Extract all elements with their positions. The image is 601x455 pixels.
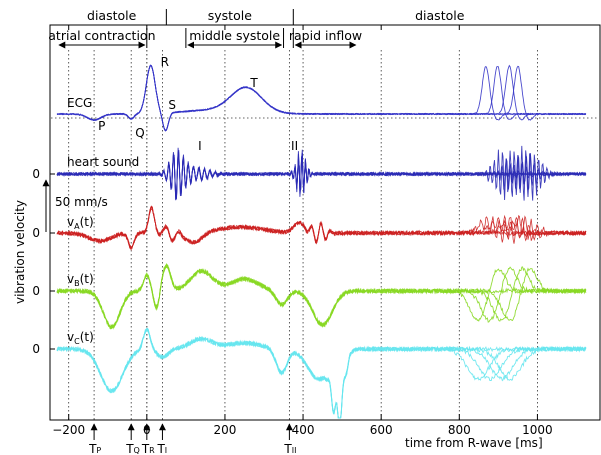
x-tick-label: 200 (213, 423, 236, 437)
trace-line (56, 327, 587, 419)
time-marker-label: TQ (125, 442, 140, 455)
series-label-vb: vB(t) (67, 272, 94, 288)
trace-heart sound (56, 145, 587, 201)
phase-sub-label: atrial contraction (48, 28, 155, 43)
zero-label: 0 (32, 167, 40, 181)
x-tick-label: −200 (52, 423, 85, 437)
sound-annotation-II: II (291, 139, 298, 153)
trace-line (56, 327, 587, 419)
phase-sub-label: rapid inflow (289, 28, 362, 43)
x-axis: −20002004006008001000TPTQTRTITII (52, 25, 553, 455)
x-tick-label: 800 (448, 423, 471, 437)
time-marker-label: TII (283, 442, 296, 455)
x-axis-label: time from R-wave [ms] (405, 436, 543, 450)
phase-top-label: systole (208, 8, 252, 23)
signal-traces (56, 64, 587, 419)
zero-label: 0 (32, 342, 40, 356)
phase-sub-arrow: rapid inflow (289, 28, 362, 49)
phase-sub-label: middle systole (189, 28, 280, 43)
series-label-ecg: ECG (67, 96, 92, 110)
trace-line (56, 264, 587, 330)
x-tick-label: 1000 (522, 423, 553, 437)
zero-label: 0 (32, 284, 40, 298)
trace-line (56, 329, 587, 419)
trace-line (56, 262, 587, 330)
phase-annotations: diastole systole diastole atrial contractio… (48, 8, 599, 49)
plot-frame (49, 24, 601, 421)
ecg-annotation-Q: Q (135, 126, 144, 140)
ecg-annotation-S: S (168, 98, 176, 112)
trace-line (56, 264, 587, 329)
x-tick-label: 400 (292, 423, 315, 437)
ecg-annotation-T: T (249, 76, 258, 90)
series-label-vc: vC(t) (67, 330, 94, 346)
y-axis-label: vibration velocity (13, 200, 27, 304)
time-marker-label: TP (88, 442, 101, 455)
trace-line (56, 265, 587, 330)
time-marker-label: TI (156, 442, 167, 455)
trace-line (56, 206, 587, 251)
trace-line (56, 329, 586, 419)
ecg-annotation-P: P (98, 119, 105, 133)
sound-annotation-I: I (198, 139, 202, 153)
trace-ECG (56, 64, 587, 132)
time-marker-label: TR (141, 442, 155, 455)
phase-sub-arrow: middle systole (187, 28, 283, 49)
trace-line (56, 64, 586, 131)
phase-top-label: diastole (415, 8, 465, 23)
phase-top-label: diastole (87, 8, 137, 23)
trace-line (56, 64, 587, 131)
trace-vC(t) (56, 327, 587, 419)
trace-line (56, 328, 587, 419)
zero-label: 0 (32, 226, 40, 240)
phase-sub-arrow: atrial contraction (48, 28, 156, 49)
trace-vB(t) (56, 262, 587, 330)
trace-line (56, 147, 587, 198)
time-gridlines (51, 50, 599, 420)
scale-bar: 50 mm/s (42, 179, 108, 232)
trace-vA(t) (56, 205, 587, 251)
scale-bar-label: 50 mm/s (55, 195, 108, 209)
series-label-va: vA(t) (67, 215, 94, 231)
ecg-annotation-R: R (161, 55, 169, 69)
x-tick-label: 600 (370, 423, 393, 437)
series-label-heart-sound: heart sound (67, 155, 139, 169)
